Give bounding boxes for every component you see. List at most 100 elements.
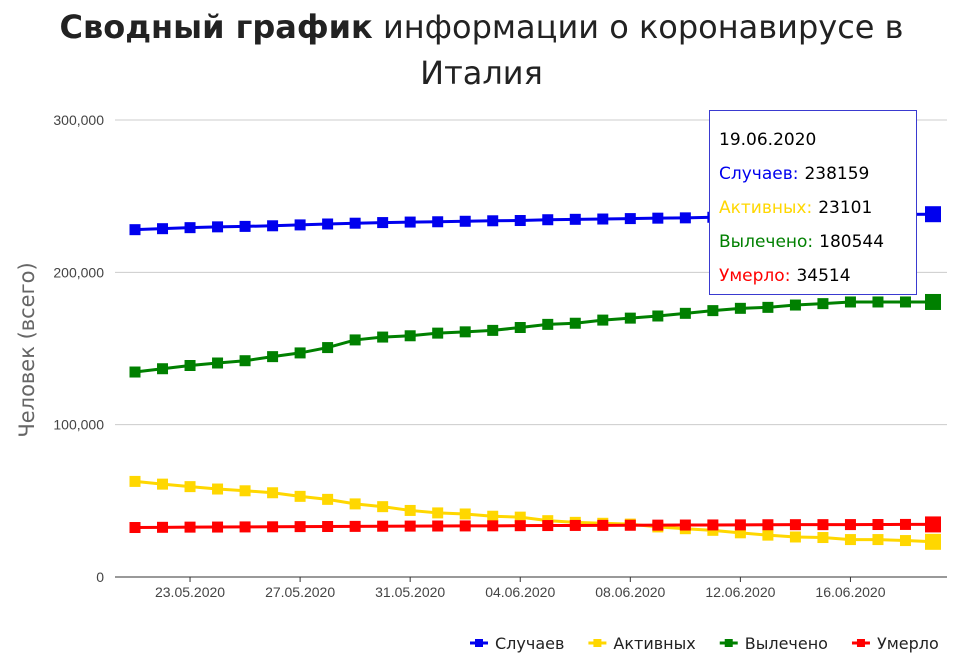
series-line (134, 479, 934, 544)
chart-title-bold: Сводный график (59, 8, 373, 46)
data-point (925, 516, 941, 533)
data-point (899, 535, 911, 547)
data-point (679, 519, 691, 531)
y-axis-label: Человек (всего) (15, 262, 39, 437)
data-point (652, 212, 664, 224)
x-tick-label: 16.06.2020 (815, 584, 885, 600)
data-point (597, 519, 609, 531)
data-point (514, 322, 526, 334)
data-point (652, 310, 664, 322)
data-point (239, 220, 251, 232)
data-point (789, 531, 801, 543)
legend-label: Случаев (495, 634, 564, 653)
data-point (542, 318, 554, 330)
data-point (844, 296, 856, 308)
data-point (597, 314, 609, 326)
data-point (762, 529, 774, 541)
data-point (267, 521, 279, 533)
data-point (322, 493, 334, 505)
data-point (377, 501, 389, 513)
data-point (734, 527, 746, 539)
data-point (569, 317, 581, 329)
data-point (129, 224, 141, 236)
data-point (844, 519, 856, 531)
chart-title-rest: информации о коронавирусе в Италия (372, 8, 904, 92)
data-point (212, 357, 224, 369)
x-tick-label: 04.06.2020 (485, 584, 555, 600)
tooltip-date: 19.06.2020 (719, 130, 817, 150)
data-point (514, 215, 526, 227)
data-point (597, 213, 609, 225)
data-point (212, 221, 224, 233)
tooltip-value: 238159 (804, 164, 870, 184)
data-point (294, 521, 306, 533)
data-point (267, 351, 279, 363)
data-point (817, 532, 829, 544)
chart-title: Сводный график информации о коронавирусе… (0, 4, 963, 96)
x-tick-label: 08.06.2020 (595, 584, 665, 600)
tooltip-label: Умерло: (719, 266, 791, 286)
data-point (899, 518, 911, 530)
data-point (624, 213, 636, 225)
data-point (624, 312, 636, 324)
data-point (184, 481, 196, 493)
data-point (129, 366, 141, 378)
x-tick-label: 23.05.2020 (155, 584, 225, 600)
legend-swatch (593, 639, 602, 647)
data-point (184, 360, 196, 372)
data-point (267, 220, 279, 232)
data-point (322, 218, 334, 230)
data-point (157, 521, 169, 533)
data-point (294, 347, 306, 359)
data-point (184, 222, 196, 234)
data-point (487, 510, 499, 522)
data-point (294, 219, 306, 231)
data-point (514, 520, 526, 532)
data-point (212, 521, 224, 533)
legend-swatch (475, 639, 483, 647)
data-point (624, 519, 636, 531)
data-point (734, 302, 746, 314)
tooltip-value: 180544 (819, 232, 885, 252)
data-point (129, 522, 141, 534)
y-tick-label: 300,000 (53, 112, 104, 128)
data-point (487, 520, 499, 532)
data-point (404, 216, 416, 228)
data-point (762, 519, 774, 531)
data-point (404, 520, 416, 532)
data-point (925, 293, 941, 310)
data-point (459, 326, 471, 338)
data-point (707, 519, 719, 531)
x-tick-label: 27.05.2020 (265, 584, 335, 600)
legend-label: Вылечено (745, 634, 828, 653)
data-point (322, 521, 334, 533)
data-point (267, 487, 279, 499)
legend-label: Умерло (877, 634, 939, 653)
legend-swatch (724, 639, 733, 647)
data-point (542, 214, 554, 226)
data-point (157, 478, 169, 490)
data-point (925, 206, 941, 223)
series-line (134, 300, 933, 374)
data-point (899, 296, 911, 308)
tooltip-value: 34514 (796, 266, 851, 286)
tooltip-label: Активных: (719, 198, 813, 218)
chart-tooltip: 19.06.2020 Случаев: 238159 Активных: 23101… (709, 110, 917, 295)
data-point (679, 307, 691, 319)
legend-label: Активных (613, 634, 695, 653)
data-point (184, 521, 196, 533)
data-point (652, 519, 664, 531)
data-point (542, 520, 554, 532)
data-point (707, 305, 719, 317)
data-point (789, 519, 801, 531)
tooltip-label: Вылечено: (719, 232, 814, 252)
data-point (212, 483, 224, 495)
data-point (349, 217, 361, 229)
data-point (817, 298, 829, 310)
data-point (432, 507, 444, 519)
data-point (129, 475, 141, 487)
data-point (872, 296, 884, 308)
data-point (294, 490, 306, 502)
tooltip-row-deaths: Умерло: 34514 (719, 259, 916, 293)
